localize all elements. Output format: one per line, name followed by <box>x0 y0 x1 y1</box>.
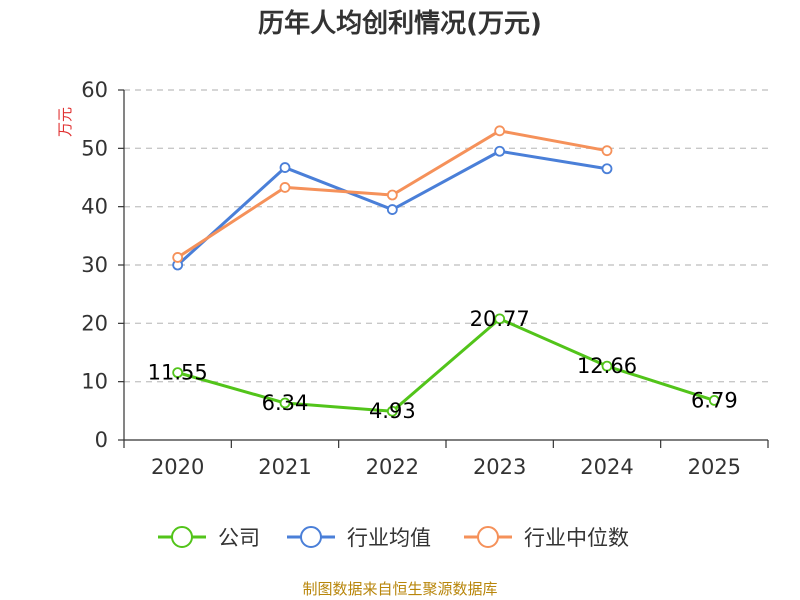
x-tick-label: 2022 <box>366 455 419 479</box>
data-point[interactable] <box>386 204 398 215</box>
legend-marker <box>171 526 193 548</box>
data-point[interactable] <box>708 394 720 406</box>
x-tick-label: 2023 <box>473 455 526 479</box>
data-label: 6.34 <box>262 391 309 415</box>
data-point[interactable] <box>601 145 613 157</box>
data-point[interactable] <box>601 360 613 372</box>
data-label: 6.79 <box>691 388 738 412</box>
source-note: 制图数据来自恒生聚源数据库 <box>302 580 497 598</box>
x-tick-label: 2025 <box>688 455 741 479</box>
data-point[interactable] <box>386 189 398 201</box>
legend-item[interactable]: 行业均值 <box>287 526 431 550</box>
data-point[interactable] <box>172 252 184 263</box>
data-point[interactable] <box>494 125 506 137</box>
data-point[interactable] <box>279 397 291 409</box>
legend-item[interactable]: 公司 <box>158 526 260 550</box>
data-point[interactable] <box>279 162 291 173</box>
axes: 0 10 20 30 40 50 60 2020 2021 2022 2023 2024 2025 <box>81 78 769 479</box>
grid <box>124 89 768 383</box>
data-label: 20.77 <box>470 307 530 331</box>
y-tick-label: 0 <box>95 428 108 452</box>
series-layer: 11.55 6.34 4.93 20.77 12.66 6.79 <box>148 125 738 423</box>
y-axis-label: 万元 <box>56 107 74 137</box>
legend-label: 行业中位数 <box>524 526 629 550</box>
y-tick-label: 40 <box>81 195 108 219</box>
legend-item[interactable]: 行业中位数 <box>464 526 629 550</box>
chart-title: 历年人均创利情况(万元) <box>258 8 542 39</box>
y-tick-label: 20 <box>81 311 108 335</box>
data-point[interactable] <box>172 367 184 379</box>
series-0: 11.55 6.34 4.93 20.77 12.66 6.79 <box>148 307 738 423</box>
series-1 <box>172 145 613 271</box>
series-line <box>177 317 715 413</box>
series-2 <box>172 125 613 263</box>
data-label: 12.66 <box>577 354 637 378</box>
data-point[interactable] <box>494 145 506 157</box>
y-tick-label: 30 <box>81 253 108 277</box>
data-point[interactable] <box>494 313 506 325</box>
data-point[interactable] <box>386 405 398 417</box>
x-tick-label: 2021 <box>258 455 311 479</box>
data-point[interactable] <box>279 182 291 193</box>
x-tick-label: 2020 <box>151 455 204 479</box>
y-tick-label: 60 <box>81 78 108 102</box>
legend[interactable]: 公司 行业均值 行业中位数 <box>158 526 629 550</box>
legend-marker <box>300 526 322 548</box>
y-tick-label: 10 <box>81 370 108 394</box>
x-tick-label: 2024 <box>580 455 633 479</box>
y-tick-label: 50 <box>81 136 108 160</box>
data-label: 11.55 <box>148 361 208 385</box>
data-label: 4.93 <box>369 399 416 423</box>
legend-label: 公司 <box>218 526 260 550</box>
legend-label: 行业均值 <box>347 526 431 550</box>
data-point[interactable] <box>601 163 613 175</box>
legend-marker <box>477 526 499 548</box>
